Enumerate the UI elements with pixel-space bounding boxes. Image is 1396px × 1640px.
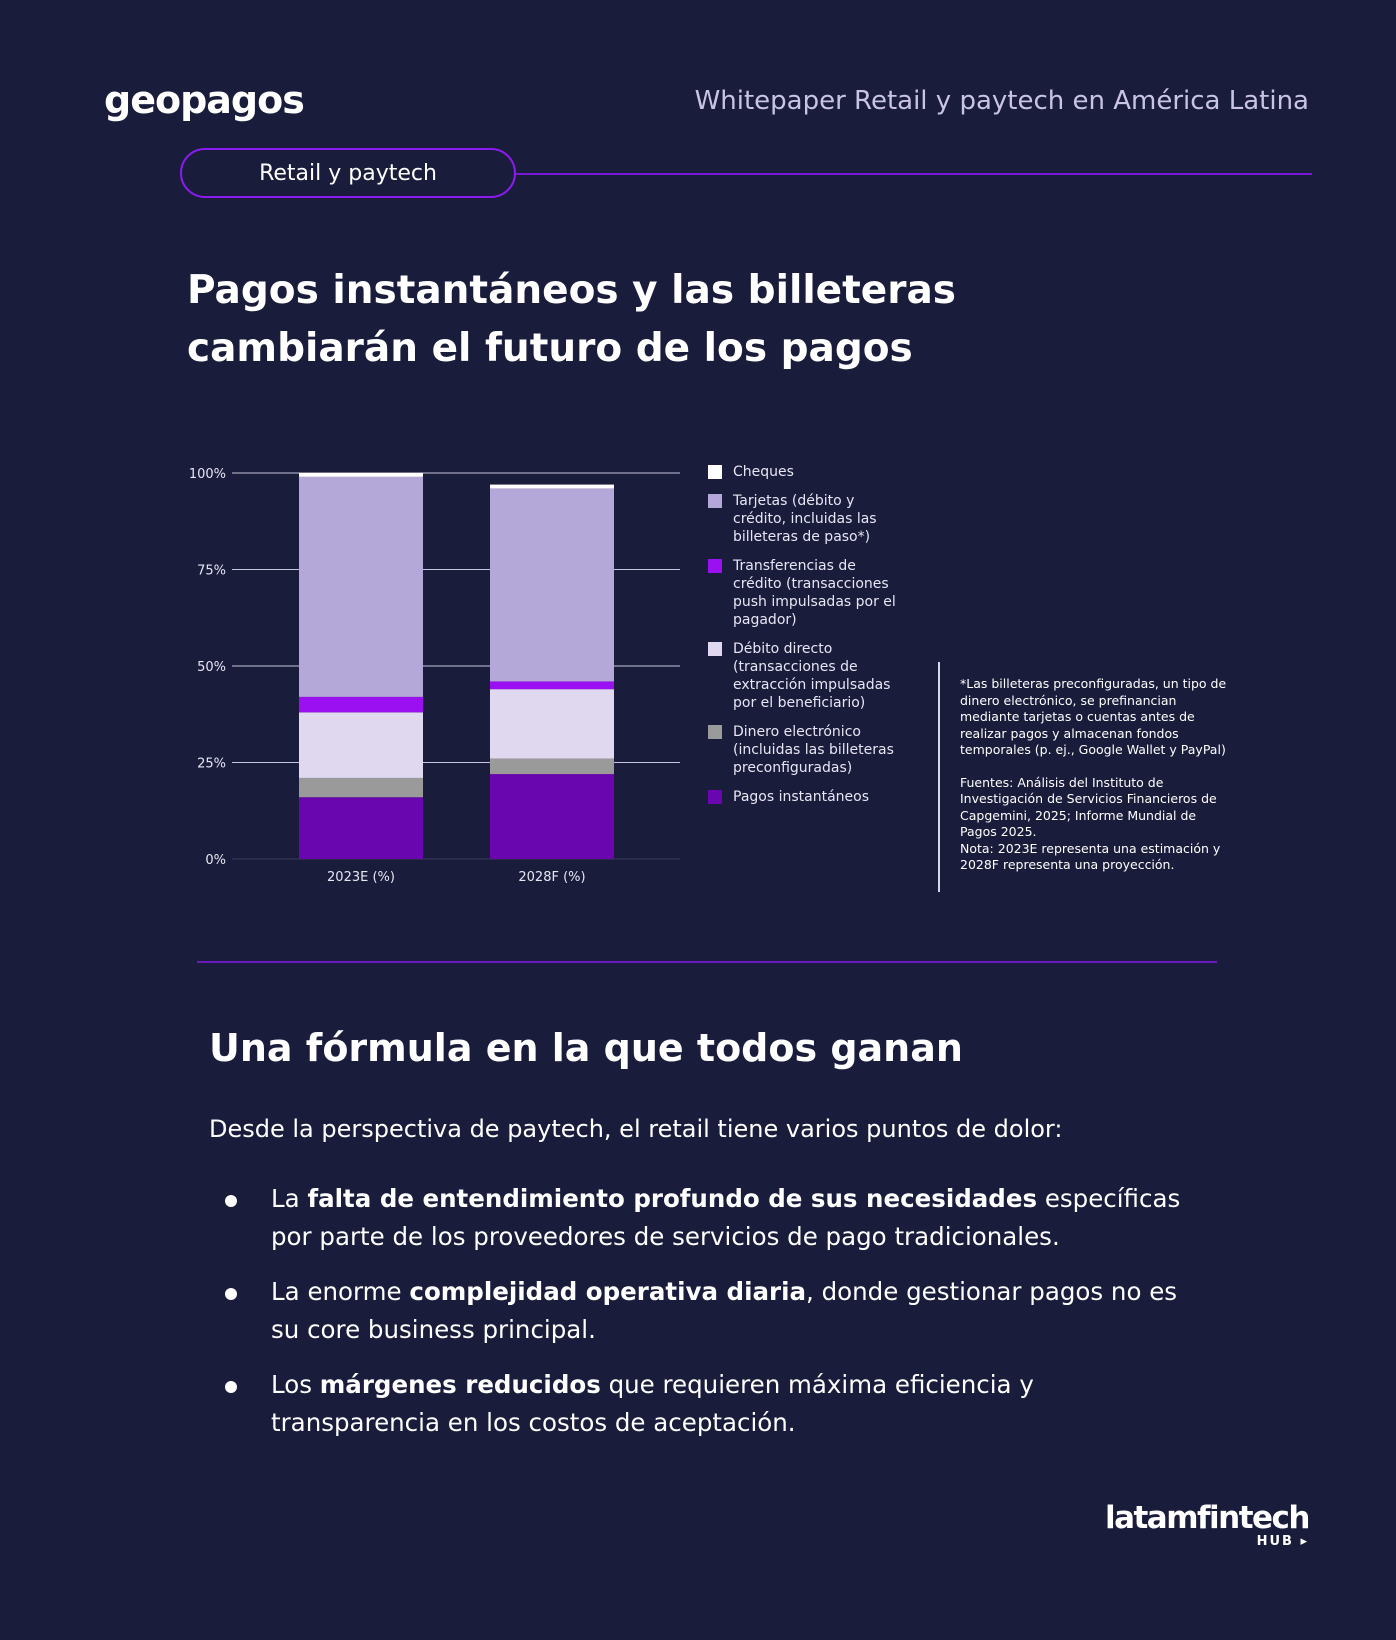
bullet-icon [225, 1195, 237, 1207]
legend-label: Cheques [733, 464, 794, 480]
x-tick-label: 2023E (%) [327, 870, 395, 885]
legend-swatch [708, 642, 722, 656]
pill-divider [516, 173, 1312, 175]
page-title-line-2: cambiarán el futuro de los pagos [187, 326, 913, 371]
legend-swatch [708, 790, 722, 804]
legend-item-debito: Débito directo (transacciones de extracc… [708, 640, 908, 712]
legend-item-dinero: Dinero electrónico (incluidas las billet… [708, 723, 908, 777]
list-item: Los márgenes reducidos que requieren máx… [209, 1366, 1209, 1442]
legend-label: Transferencias de crédito (transacciones… [733, 558, 896, 628]
legend-label: Pagos instantáneos [733, 789, 870, 805]
section-intro: Desde la perspectiva de paytech, el reta… [209, 1115, 1063, 1143]
legend-swatch [708, 494, 722, 508]
sources: Fuentes: Análisis del Instituto de Inves… [960, 774, 1217, 840]
legend-label: Tarjetas (débito y crédito, incluidas la… [733, 493, 877, 545]
bullet-bold: complejidad operativa diaria [409, 1277, 807, 1306]
footer-logo-sub: HUB ▸ [1256, 1534, 1309, 1549]
legend-item-transferencias: Transferencias de crédito (transacciones… [708, 557, 908, 629]
stacked-bar-chart: 0% 25% 50% 75% 100% 2023E (%) 2028F (%) [189, 467, 680, 885]
legend-swatch [708, 559, 722, 573]
legend-item-tarjetas: Tarjetas (débito y crédito, incluidas la… [708, 492, 908, 546]
y-tick-label: 100% [189, 467, 226, 482]
bullet-text: La enorme [271, 1277, 410, 1306]
bar-segment [299, 473, 423, 477]
latamfintech-hub-logo: latamfintech HUB ▸ [1104, 1500, 1311, 1549]
legend-item-cheques: Cheques [708, 463, 908, 481]
bullet-text: La [271, 1184, 308, 1213]
y-tick-label: 0% [205, 853, 226, 868]
bullet-bold: falta de entendimiento profundo de sus n… [307, 1184, 1038, 1213]
footer-logo-main: latamfintech [1104, 1500, 1311, 1536]
legend-swatch [708, 465, 722, 479]
bullet-text: específicas por parte de los proveedores… [271, 1184, 1181, 1251]
footnote: *Las billeteras preconfiguradas, un tipo… [960, 676, 1227, 757]
bar-segment [299, 797, 423, 859]
list-item: La enorme complejidad operativa diaria, … [209, 1273, 1209, 1349]
y-tick-label: 25% [197, 757, 226, 772]
pain-points-list: La falta de entendimiento profundo de su… [209, 1180, 1209, 1459]
legend-item-instantaneos: Pagos instantáneos [708, 788, 908, 806]
x-tick-label: 2028F (%) [518, 870, 585, 885]
bar-segment [299, 712, 423, 778]
section-pill: Retail y paytech [180, 148, 516, 198]
bullet-text: Los [271, 1370, 320, 1399]
document-title: Whitepaper Retail y paytech en América L… [694, 86, 1309, 116]
bar-segment [299, 777, 423, 798]
note: Nota: 2023E representa una estimación y … [960, 840, 1221, 873]
bar-segment [299, 476, 423, 697]
section-heading: Una fórmula en la que todos ganan [209, 1026, 963, 1070]
bar-segment [490, 774, 614, 859]
geopagos-logo: geopagos [104, 78, 305, 122]
legend-label: Dinero electrónico (incluidas las billet… [733, 724, 894, 776]
bar-segment [490, 758, 614, 775]
legend-swatch [708, 725, 722, 739]
page-title-line-1: Pagos instantáneos y las billeteras [187, 268, 956, 313]
bullet-text: , donde gestionar pagos no es su core bu… [271, 1277, 1178, 1344]
list-item: La falta de entendimiento profundo de su… [209, 1180, 1209, 1256]
bullet-bold: márgenes reducidos [319, 1370, 601, 1399]
bar-segment [299, 696, 423, 713]
legend-label: Débito directo (transacciones de extracc… [733, 641, 891, 711]
section-divider [197, 961, 1217, 963]
bar-segment [490, 689, 614, 759]
bullet-text: que requieren máxima eficiencia y transp… [271, 1370, 1034, 1437]
notes-divider [938, 662, 940, 892]
chart-legend: Cheques Tarjetas (débito y crédito, incl… [708, 463, 908, 817]
y-tick-label: 75% [197, 564, 226, 579]
bar-segment [490, 681, 614, 690]
bar-segment [490, 484, 614, 489]
chart-notes: *Las billeteras preconfiguradas, un tipo… [960, 676, 1230, 874]
bar-segment [490, 488, 614, 682]
y-tick-label: 50% [197, 660, 226, 675]
bullet-icon [225, 1288, 237, 1300]
page-title: Pagos instantáneos y las billeteras camb… [187, 262, 987, 378]
bullet-icon [225, 1381, 237, 1393]
